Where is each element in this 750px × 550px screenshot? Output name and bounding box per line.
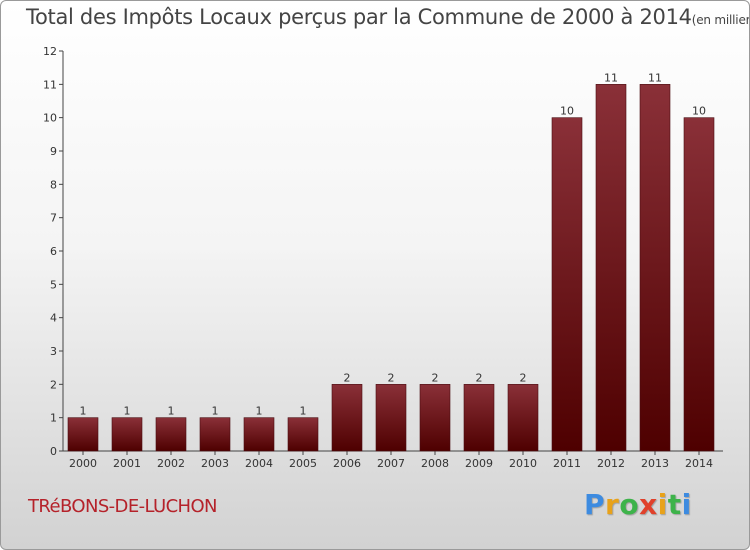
bar xyxy=(243,417,275,452)
bar xyxy=(639,84,671,452)
x-tick-label: 2008 xyxy=(421,457,449,470)
bar xyxy=(67,417,99,452)
y-tick-label: 8 xyxy=(50,178,57,191)
logo-letter: o xyxy=(619,488,640,521)
y-tick-label: 2 xyxy=(50,378,57,391)
bar xyxy=(551,117,583,452)
x-tick-label: 2003 xyxy=(201,457,229,470)
bar-value-label: 10 xyxy=(560,105,574,118)
y-tick-label: 4 xyxy=(50,312,57,325)
bar-value-label: 10 xyxy=(692,105,706,118)
y-tick-label: 7 xyxy=(50,212,57,225)
bar xyxy=(155,417,187,452)
bar-value-label: 2 xyxy=(432,371,439,384)
bar xyxy=(199,417,231,452)
y-tick-label: 0 xyxy=(50,445,57,458)
bar-value-label: 1 xyxy=(212,405,219,418)
x-tick-labels: 2000 2001 2002 2003 2004 2005 2006 2007 2008 2009… xyxy=(69,457,713,470)
x-tick-label: 2000 xyxy=(69,457,97,470)
chart-title: Total des Impôts Locaux perçus par la Co… xyxy=(26,5,692,29)
y-tick-label: 11 xyxy=(43,78,57,91)
commune-name: TRéBONS-DE-LUCHON xyxy=(28,496,218,517)
bar xyxy=(111,417,143,452)
x-tick-label: 2014 xyxy=(685,457,713,470)
x-tick-label: 2012 xyxy=(597,457,625,470)
bar-value-label: 11 xyxy=(648,71,662,84)
bar xyxy=(287,417,319,452)
bar xyxy=(419,384,451,452)
x-tick-label: 2006 xyxy=(333,457,361,470)
logo-letter: i xyxy=(681,488,692,521)
y-tick-label: 12 xyxy=(43,45,57,58)
y-tick-label: 1 xyxy=(50,412,57,425)
y-tick-label: 10 xyxy=(43,112,57,125)
bar-value-label: 1 xyxy=(168,405,175,418)
x-tick-label: 2002 xyxy=(157,457,185,470)
x-tick-label: 2013 xyxy=(641,457,669,470)
x-tick-label: 2011 xyxy=(553,457,581,470)
y-tick-label: 3 xyxy=(50,345,57,358)
bar-value-label: 1 xyxy=(124,405,131,418)
y-tick-label: 9 xyxy=(50,145,57,158)
bar-value-label: 1 xyxy=(300,405,307,418)
bar-value-label: 2 xyxy=(344,371,351,384)
logo-letter: P xyxy=(584,488,606,521)
bar-value-label: 1 xyxy=(80,405,87,418)
x-tick-label: 2010 xyxy=(509,457,537,470)
x-tick-label: 2005 xyxy=(289,457,317,470)
y-tick-label: 5 xyxy=(50,278,57,291)
bar-value-label: 2 xyxy=(388,371,395,384)
bar xyxy=(331,384,363,452)
bar xyxy=(683,117,715,452)
logo-letter: x xyxy=(639,488,658,521)
logo-letter: r xyxy=(605,488,620,521)
title-row: Total des Impôts Locaux perçus par la Co… xyxy=(26,5,750,29)
bar-value-label: 2 xyxy=(476,371,483,384)
bar-value-label: 2 xyxy=(520,371,527,384)
x-tick-label: 2001 xyxy=(113,457,141,470)
y-tick-label: 6 xyxy=(50,245,57,258)
chart-unit: (en milliers d'€) xyxy=(691,13,750,27)
bar xyxy=(463,384,495,452)
logo-letter: i xyxy=(657,488,668,521)
logo-letter: t xyxy=(667,488,682,521)
x-tick-label: 2007 xyxy=(377,457,405,470)
bar xyxy=(595,84,627,452)
x-tick-label: 2009 xyxy=(465,457,493,470)
bar xyxy=(375,384,407,452)
bar-value-label: 1 xyxy=(256,405,263,418)
bars xyxy=(67,84,715,452)
bar-value-label: 11 xyxy=(604,71,618,84)
bar xyxy=(507,384,539,452)
x-tick-label: 2004 xyxy=(245,457,273,470)
proxiti-logo[interactable]: Proxiti xyxy=(584,488,692,521)
